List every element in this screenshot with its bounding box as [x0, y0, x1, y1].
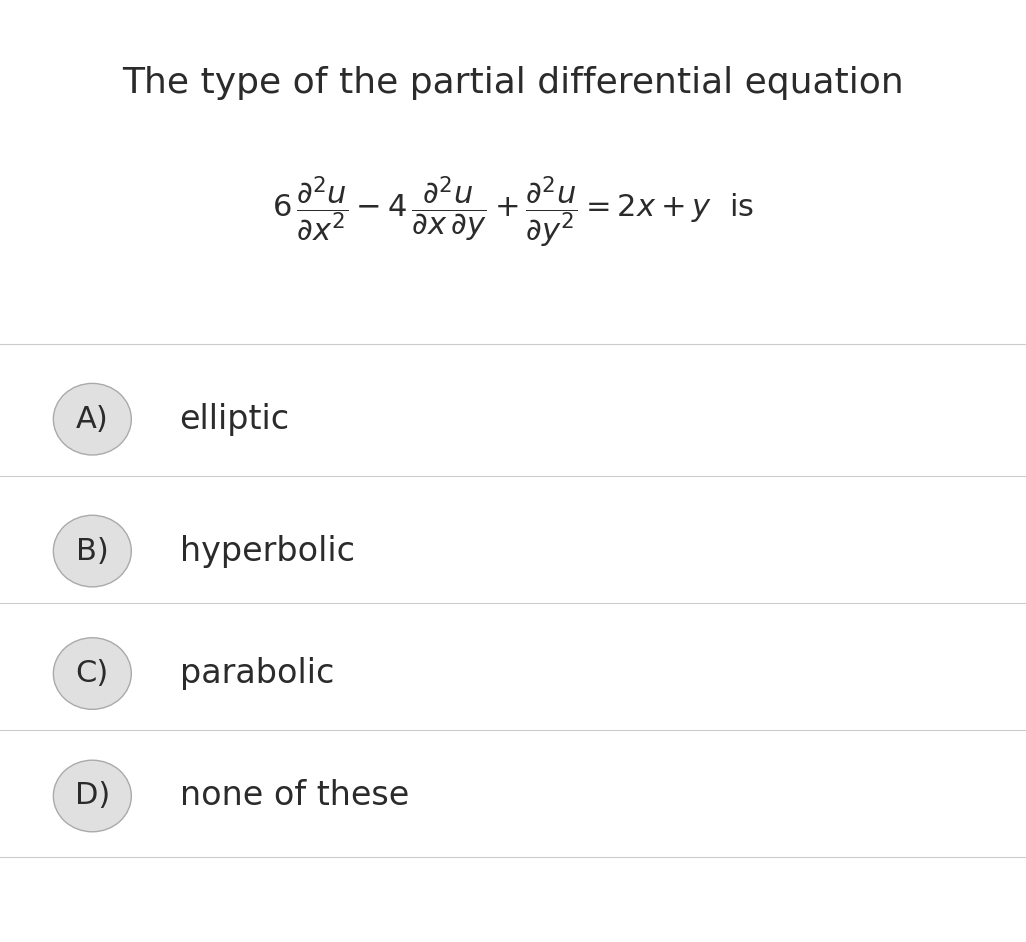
Text: A): A)	[76, 405, 109, 433]
Circle shape	[53, 760, 131, 832]
Text: hyperbolic: hyperbolic	[180, 534, 355, 568]
Text: elliptic: elliptic	[180, 402, 289, 436]
Text: C): C)	[76, 659, 109, 688]
Text: parabolic: parabolic	[180, 657, 333, 690]
Circle shape	[53, 638, 131, 709]
Text: $6\,\dfrac{\partial^2 u}{\partial x^2} - 4\,\dfrac{\partial^2 u}{\partial x\,\pa: $6\,\dfrac{\partial^2 u}{\partial x^2} -…	[272, 174, 754, 250]
Text: The type of the partial differential equation: The type of the partial differential equ…	[122, 66, 904, 100]
Text: B): B)	[76, 537, 109, 565]
Text: D): D)	[75, 782, 110, 810]
Text: none of these: none of these	[180, 779, 408, 813]
Circle shape	[53, 383, 131, 455]
Circle shape	[53, 515, 131, 587]
